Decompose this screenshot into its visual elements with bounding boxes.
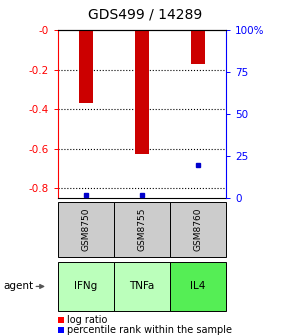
Text: IL4: IL4 [191, 282, 206, 291]
Text: GDS499 / 14289: GDS499 / 14289 [88, 7, 202, 22]
Text: agent: agent [3, 282, 33, 291]
Bar [191, 30, 205, 64]
Bar [79, 30, 93, 103]
Text: IFNg: IFNg [75, 282, 98, 291]
Text: percentile rank within the sample: percentile rank within the sample [67, 325, 232, 335]
Bar [135, 30, 149, 154]
Text: TNFa: TNFa [129, 282, 155, 291]
Text: GSM8755: GSM8755 [137, 208, 147, 251]
Text: GSM8760: GSM8760 [194, 208, 203, 251]
Text: log ratio: log ratio [67, 315, 107, 325]
Text: GSM8750: GSM8750 [81, 208, 90, 251]
